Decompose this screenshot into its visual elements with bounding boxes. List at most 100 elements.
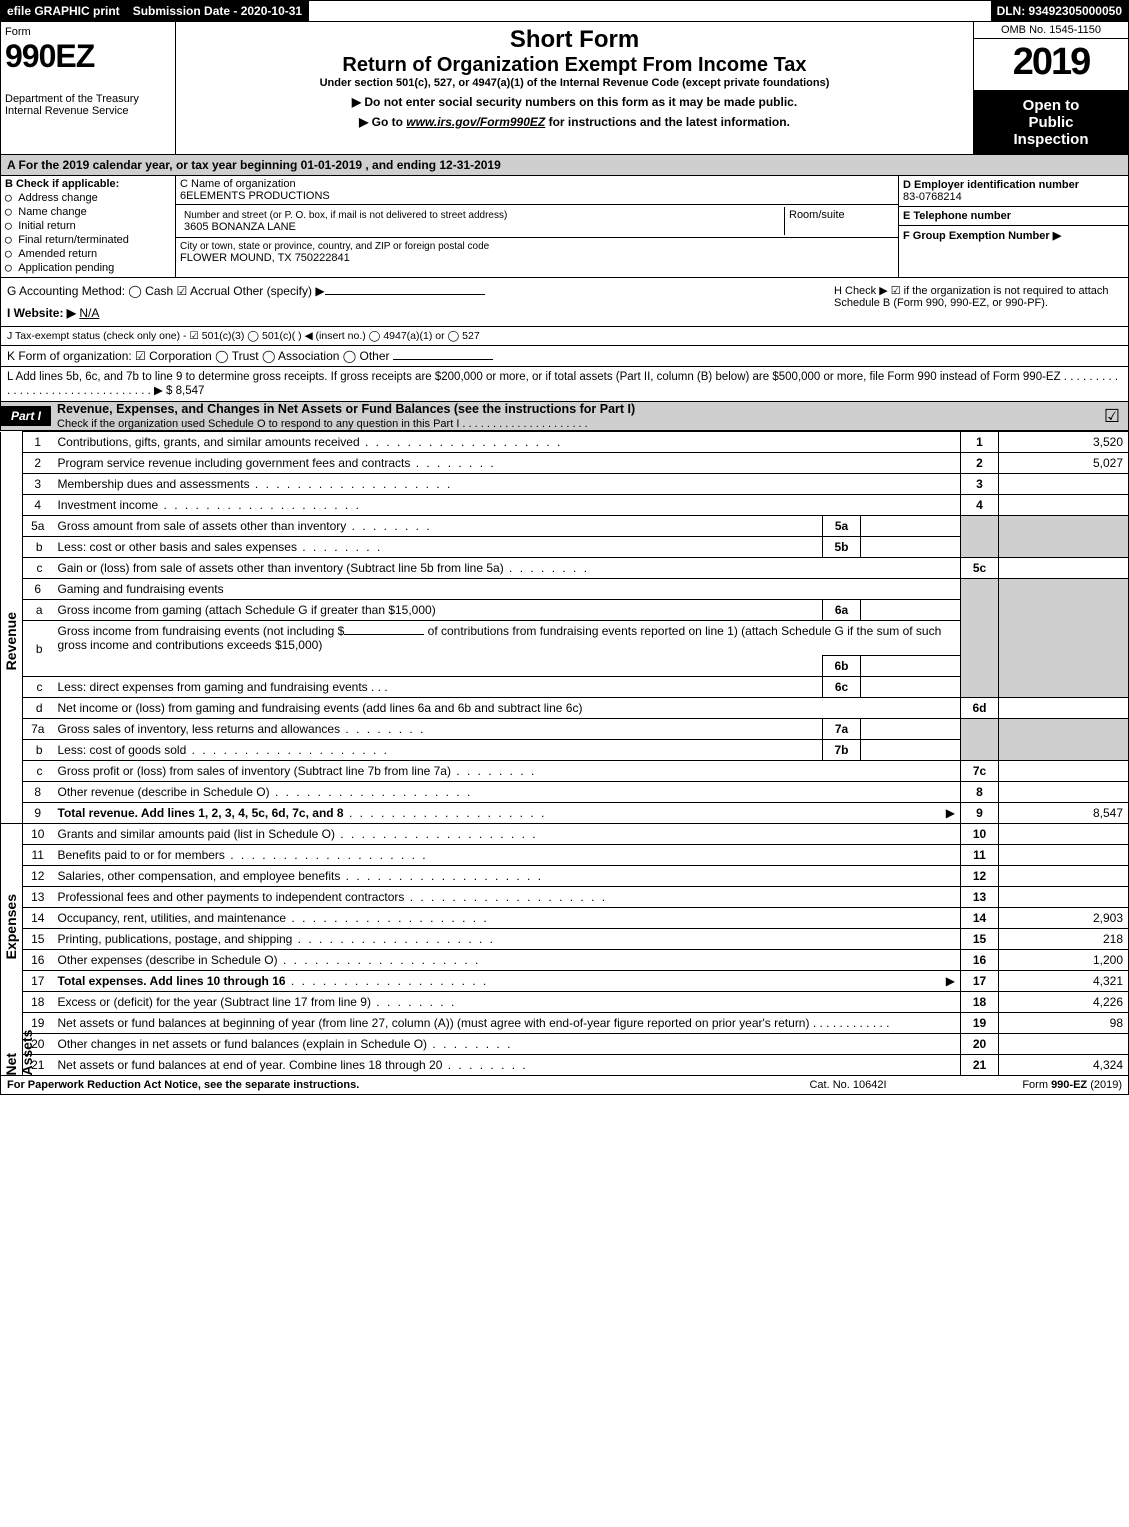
line-8-value [999, 782, 1129, 803]
under-section-text: Under section 501(c), 527, or 4947(a)(1)… [180, 77, 969, 89]
section-ghijk: G Accounting Method: ◯ Cash ☑ Accrual Ot… [0, 277, 1129, 367]
line-5b-desc: Less: cost or other basis and sales expe… [53, 537, 823, 558]
lines-table: Revenue 1 Contributions, gifts, grants, … [0, 431, 1129, 1076]
line-6a-sub [861, 600, 961, 621]
dept-treasury: Department of the Treasury [5, 93, 171, 105]
line-4-value [999, 495, 1129, 516]
table-row: 21 Net assets or fund balances at end of… [1, 1055, 1129, 1076]
chk-address-change[interactable]: ◯ Address change [5, 191, 171, 204]
line-17-desc: Total expenses. Add lines 10 through 16 … [53, 971, 961, 992]
table-row: 12 Salaries, other compensation, and emp… [1, 866, 1129, 887]
grp-block: F Group Exemption Number ▶ [899, 226, 1128, 245]
chk-final-return[interactable]: ◯ Final return/terminated [5, 233, 171, 246]
form-title-block: Short Form Return of Organization Exempt… [176, 22, 973, 154]
table-row: 5a Gross amount from sale of assets othe… [1, 516, 1129, 537]
table-row: 6 Gaming and fundraising events [1, 579, 1129, 600]
line-9-desc: Total revenue. Add lines 1, 2, 3, 4, 5c,… [53, 803, 961, 824]
line-18-desc: Excess or (deficit) for the year (Subtra… [53, 992, 961, 1013]
line-19-desc: Net assets or fund balances at beginning… [53, 1013, 961, 1034]
chk-initial-return[interactable]: ◯ Initial return [5, 219, 171, 232]
g-text: G Accounting Method: ◯ Cash ☑ Accrual Ot… [7, 284, 325, 298]
table-row: c Gross profit or (loss) from sales of i… [1, 761, 1129, 782]
line-14-desc: Occupancy, rent, utilities, and maintena… [53, 908, 961, 929]
table-row: a Gross income from gaming (attach Sched… [1, 600, 1129, 621]
line-18-value: 4,226 [999, 992, 1129, 1013]
c-label: C Name of organization [180, 178, 296, 190]
tel-block: E Telephone number [899, 207, 1128, 226]
line-15-value: 218 [999, 929, 1129, 950]
part-1-header: Part I Revenue, Expenses, and Changes in… [0, 402, 1129, 431]
line-8-desc: Other revenue (describe in Schedule O) [53, 782, 961, 803]
line-19-value: 98 [999, 1013, 1129, 1034]
row-j: J Tax-exempt status (check only one) - ☑… [1, 326, 1128, 345]
side-revenue: Revenue [1, 432, 23, 803]
col-b-checkboxes: B Check if applicable: ◯ Address change … [1, 176, 176, 277]
line-6c-sub [861, 677, 961, 698]
omb-number: OMB No. 1545-1150 [974, 22, 1128, 39]
line-3-desc: Membership dues and assessments [53, 474, 961, 495]
tax-period-row: A For the 2019 calendar year, or tax yea… [0, 155, 1129, 176]
table-row: 3 Membership dues and assessments 3 [1, 474, 1129, 495]
line-13-value [999, 887, 1129, 908]
table-row: 11 Benefits paid to or for members 11 [1, 845, 1129, 866]
ein-value: 83-0768214 [903, 191, 962, 203]
form-word: Form [5, 26, 171, 38]
line-5c-value [999, 558, 1129, 579]
line-7a-sub [861, 719, 961, 740]
line-9-value: 8,547 [999, 803, 1129, 824]
table-row: 20 Other changes in net assets or fund b… [1, 1034, 1129, 1055]
line-6c-desc: Less: direct expenses from gaming and fu… [53, 677, 823, 698]
line-2-desc: Program service revenue including govern… [53, 453, 961, 474]
line-7c-value [999, 761, 1129, 782]
org-name-value: 6ELEMENTS PRODUCTIONS [180, 190, 330, 202]
chk-amended-return[interactable]: ◯ Amended return [5, 247, 171, 260]
cat-no: Cat. No. 10642I [738, 1076, 958, 1094]
check-if-label: B Check if applicable: [5, 178, 119, 190]
table-row: 14 Occupancy, rent, utilities, and maint… [1, 908, 1129, 929]
goto-suffix: for instructions and the latest informat… [549, 115, 790, 129]
table-row: 15 Printing, publications, postage, and … [1, 929, 1129, 950]
line-6d-value [999, 698, 1129, 719]
line-7c-desc: Gross profit or (loss) from sales of inv… [53, 761, 961, 782]
line-5a-sub [861, 516, 961, 537]
top-bar: efile GRAPHIC print Submission Date - 20… [0, 0, 1129, 22]
ein-block: D Employer identification number 83-0768… [899, 176, 1128, 207]
line-5b-sub [861, 537, 961, 558]
line-3-value [999, 474, 1129, 495]
chk-name-change[interactable]: ◯ Name change [5, 205, 171, 218]
row-l: L Add lines 5b, 6c, and 7b to line 9 to … [0, 367, 1129, 402]
table-row: 16 Other expenses (describe in Schedule … [1, 950, 1129, 971]
irs-link[interactable]: www.irs.gov/Form990EZ [406, 115, 545, 129]
line-12-desc: Salaries, other compensation, and employ… [53, 866, 961, 887]
submission-date-label: Submission Date - 2020-10-31 [127, 1, 309, 21]
chk-application-pending[interactable]: ◯ Application pending [5, 261, 171, 274]
table-row: c Gain or (loss) from sale of assets oth… [1, 558, 1129, 579]
table-row: Net Assets 18 Excess or (deficit) for th… [1, 992, 1129, 1013]
table-row: 8 Other revenue (describe in Schedule O)… [1, 782, 1129, 803]
part-1-check[interactable]: ☑ [1096, 406, 1128, 427]
line-5a-desc: Gross amount from sale of assets other t… [53, 516, 823, 537]
line-11-desc: Benefits paid to or for members [53, 845, 961, 866]
efile-graphic-print-button[interactable]: efile GRAPHIC print [1, 1, 127, 21]
table-row: Revenue 1 Contributions, gifts, grants, … [1, 432, 1129, 453]
part-1-tag: Part I [1, 406, 51, 426]
table-row: b Gross income from fundraising events (… [1, 621, 1129, 656]
room-suite: Room/suite [784, 207, 894, 235]
line-20-value [999, 1034, 1129, 1055]
header-right: OMB No. 1545-1150 2019 Open to Public In… [973, 22, 1128, 154]
dln-label: DLN: 93492305000050 [991, 1, 1128, 21]
irs-label: Internal Revenue Service [5, 105, 171, 117]
line-6a-desc: Gross income from gaming (attach Schedul… [53, 600, 823, 621]
line-7a-desc: Gross sales of inventory, less returns a… [53, 719, 823, 740]
table-row: Expenses 10 Grants and similar amounts p… [1, 824, 1129, 845]
street-row: Number and street (or P. O. box, if mail… [176, 205, 898, 238]
website-value: N/A [79, 306, 99, 320]
goto-prefix: ▶ Go to [359, 115, 406, 129]
return-title: Return of Organization Exempt From Incom… [180, 54, 969, 77]
i-label: I Website: ▶ [7, 306, 76, 320]
line-5c-desc: Gain or (loss) from sale of assets other… [53, 558, 961, 579]
line-21-desc: Net assets or fund balances at end of ye… [53, 1055, 961, 1076]
city-row: City or town, state or province, country… [176, 238, 898, 266]
form-header: Form 990EZ Department of the Treasury In… [0, 22, 1129, 155]
city-value: FLOWER MOUND, TX 750222841 [180, 252, 350, 264]
